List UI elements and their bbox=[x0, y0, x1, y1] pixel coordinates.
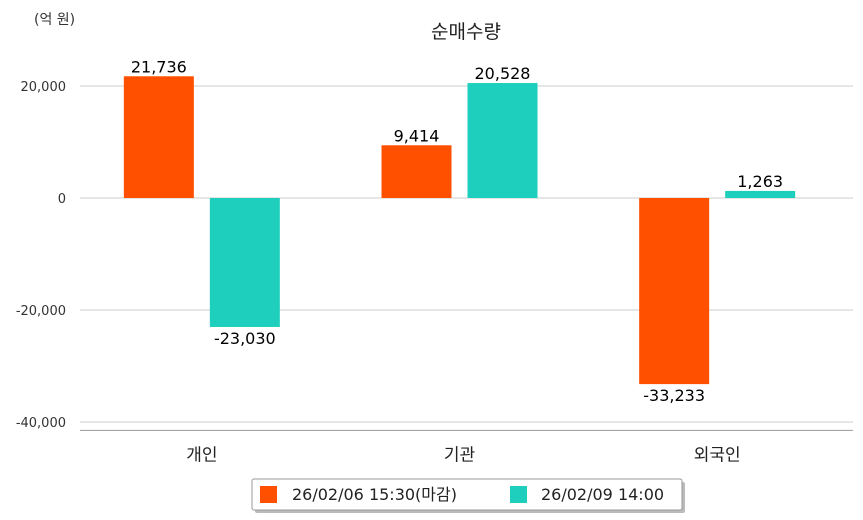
bar-0-0[interactable] bbox=[123, 76, 194, 198]
data-label-1-1: 20,528 bbox=[475, 64, 531, 83]
legend-swatch-1[interactable] bbox=[510, 486, 527, 503]
bar-1-2[interactable] bbox=[725, 190, 796, 198]
bars bbox=[123, 76, 796, 385]
bar-1-1[interactable] bbox=[467, 83, 538, 198]
y-tick-label-3: -40,000 bbox=[16, 416, 66, 431]
legend: 26/02/06 15:30(마감) 26/02/09 14:00 bbox=[251, 478, 685, 513]
data-labels: 21,736 -23,030 9,414 20,528 -33,233 1,263 bbox=[131, 57, 783, 405]
data-label-1-2: 1,263 bbox=[737, 172, 783, 191]
data-label-1-0: -23,030 bbox=[214, 329, 276, 348]
legend-label-0[interactable]: 26/02/06 15:30(마감) bbox=[292, 485, 457, 504]
x-axis: 개인 기관 외국인 bbox=[186, 445, 740, 465]
unit-label: (억 원) bbox=[34, 12, 75, 28]
bar-1-0[interactable] bbox=[209, 198, 280, 327]
y-tick-label-1: 0 bbox=[58, 192, 66, 207]
x-tick-label-1: 기관 bbox=[444, 445, 475, 465]
bar-0-2[interactable] bbox=[639, 198, 710, 385]
x-tick-label-2: 외국인 bbox=[694, 445, 741, 465]
data-label-0-2: -33,233 bbox=[643, 386, 705, 405]
data-label-0-1: 9,414 bbox=[394, 126, 440, 145]
y-tick-label-0: 20,000 bbox=[21, 80, 67, 95]
bar-0-1[interactable] bbox=[381, 145, 452, 198]
legend-label-1[interactable]: 26/02/09 14:00 bbox=[541, 485, 664, 504]
legend-swatch-0[interactable] bbox=[260, 486, 277, 503]
y-tick-label-2: -20,000 bbox=[16, 304, 66, 319]
x-tick-label-0: 개인 bbox=[186, 445, 217, 465]
data-label-0-0: 21,736 bbox=[131, 57, 187, 76]
chart-title: 순매수량 bbox=[431, 21, 501, 43]
grid-lines bbox=[80, 85, 853, 423]
y-axis: 20,000 0 -20,000 -40,000 bbox=[16, 80, 66, 431]
